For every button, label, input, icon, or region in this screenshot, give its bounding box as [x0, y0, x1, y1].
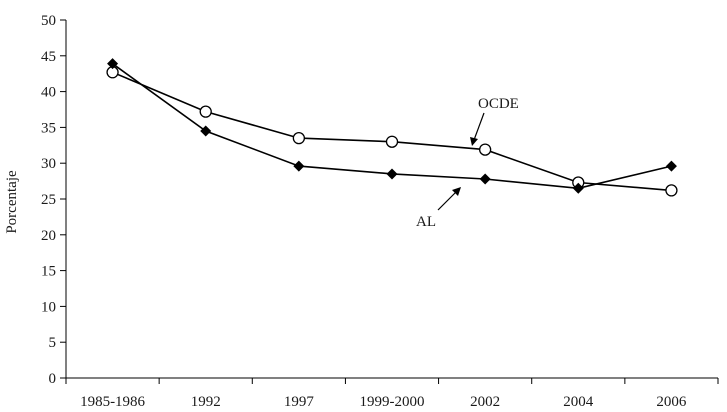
y-tick-label: 30 — [41, 156, 56, 172]
data-point-al — [293, 160, 305, 172]
y-tick-label: 40 — [41, 85, 56, 101]
y-tick-label: 10 — [41, 299, 56, 315]
x-tick-label: 1985-1986 — [80, 394, 145, 410]
x-tick-label: 2004 — [563, 394, 594, 410]
data-point-al — [107, 58, 119, 70]
data-point-ocde — [665, 184, 678, 197]
x-tick-label: 1992 — [191, 394, 221, 410]
y-tick-label: 15 — [41, 264, 56, 280]
series-label-ocde: OCDE — [478, 96, 519, 112]
x-axis: 1985-1986 1992 1997 1999-2000 2002 2004 2006 — [65, 377, 719, 410]
data-point-ocde — [292, 131, 306, 145]
ocde-arrow — [473, 112, 485, 141]
data-point-al — [479, 173, 491, 185]
data-point-ocde — [199, 105, 212, 118]
x-tick-label: 1999-2000 — [360, 394, 425, 410]
al-arrow — [437, 191, 457, 211]
data-point-ocde — [385, 135, 399, 148]
y-tick-label: 50 — [41, 13, 56, 29]
y-axis: 0 5 10 15 20 25 30 35 40 45 50 — [41, 13, 67, 387]
y-axis-title: Porcentaje — [4, 170, 20, 234]
y-tick-label: 35 — [41, 120, 56, 136]
y-tick-label: 5 — [49, 335, 57, 351]
y-tick-label: 45 — [41, 49, 56, 65]
data-point-al — [200, 125, 212, 137]
y-tick-label: 0 — [49, 371, 57, 387]
y-tick-label: 25 — [41, 192, 56, 208]
data-point-al — [386, 168, 398, 180]
ocde-arrow-head — [470, 137, 478, 146]
series-group — [106, 58, 678, 197]
y-tick-label: 20 — [41, 228, 56, 244]
x-tick-label: 2002 — [470, 394, 500, 410]
data-point-ocde — [478, 143, 492, 156]
data-point-al — [572, 182, 584, 194]
series-label-al: AL — [416, 214, 436, 230]
data-point-al — [665, 160, 677, 172]
al-arrow-head — [452, 187, 461, 196]
x-tick-label: 2006 — [656, 394, 687, 410]
x-tick-label: 1997 — [284, 394, 315, 410]
